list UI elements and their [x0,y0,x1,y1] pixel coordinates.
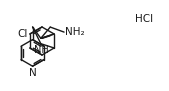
Text: NH₂: NH₂ [65,27,85,37]
Text: HCl: HCl [135,14,153,24]
Text: NH: NH [34,45,49,55]
Text: Cl: Cl [17,29,27,39]
Text: N: N [29,68,37,78]
